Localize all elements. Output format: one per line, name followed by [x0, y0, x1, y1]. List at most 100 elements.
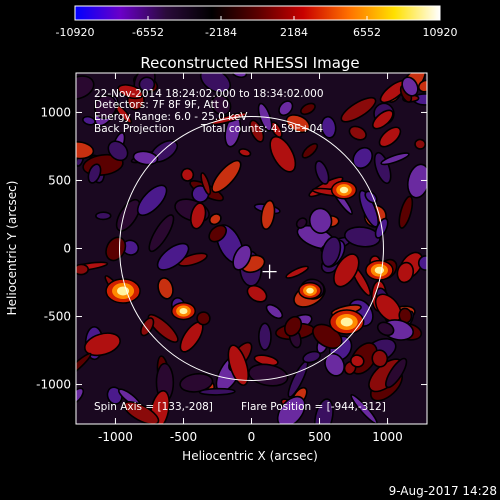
emission-blob: [238, 148, 252, 158]
emission-blob: [76, 75, 95, 100]
emission-blob: [180, 167, 195, 182]
bright-sources: [105, 180, 394, 335]
emission-blob: [308, 207, 333, 234]
emission-blob: [313, 398, 334, 424]
x-tick-label: 500: [308, 430, 331, 444]
emission-blob: [270, 121, 283, 138]
bright-source-core: [179, 307, 188, 315]
y-axis-label: Heliocentric Y (arcsec): [5, 181, 19, 316]
y-axis-ticks: -1000 -500 0 500 1000: [36, 105, 427, 392]
emission-blob: [198, 387, 236, 396]
y-tick-label: 0: [63, 242, 71, 256]
footer-date: 9-Aug-2017 14:28: [389, 484, 497, 498]
emission-blob: [285, 114, 311, 134]
emission-blob: [147, 313, 179, 343]
emission-blob: [348, 125, 367, 141]
image-layer: [76, 73, 427, 424]
y-tick-label: 1000: [40, 105, 71, 119]
bright-source-core: [306, 287, 314, 294]
x-tick-label: 0: [248, 430, 256, 444]
emission-blob: [300, 102, 316, 116]
emission-blob: [258, 322, 272, 351]
emission-blob: [87, 163, 102, 184]
emission-blob: [285, 265, 309, 279]
x-axis-label: Heliocentric X (arcsec): [182, 449, 318, 463]
emission-blob: [76, 263, 90, 276]
emission-blob: [83, 332, 121, 357]
emission-blob: [157, 277, 174, 300]
colorbar-tick-label: 10920: [423, 26, 458, 39]
colorbar-tick-label: 2184: [280, 26, 308, 39]
method-text: Back Projection: [94, 123, 175, 135]
bright-source-core: [374, 266, 385, 274]
emission-blob: [301, 142, 319, 159]
counts-text: Total counts: 4.59E+04: [200, 123, 323, 135]
emission-blob: [200, 172, 212, 196]
emission-blob: [107, 140, 129, 162]
emission-blob: [260, 199, 276, 231]
time-range-text: 22-Nov-2014 18:24:02.000 to 18:34:02.000: [94, 88, 324, 100]
emission-blob: [372, 109, 394, 130]
emission-blob: [136, 184, 168, 217]
emission-blob: [333, 253, 360, 288]
emission-blob: [246, 284, 268, 303]
emission-blob: [278, 100, 294, 117]
annotation-block: 22-Nov-2014 18:24:02.000 to 18:34:02.000…: [94, 88, 386, 413]
emission-blob: [95, 211, 112, 221]
emission-blob: [76, 141, 95, 160]
emission-blob: [190, 202, 207, 230]
emission-blob: [314, 160, 330, 185]
emission-blob: [210, 94, 232, 116]
emission-blob: [352, 146, 373, 170]
emission-blob: [378, 126, 402, 148]
emission-blob: [385, 357, 408, 389]
emission-blob: [343, 226, 381, 248]
emission-blob: [105, 236, 127, 262]
emission-blob: [138, 76, 156, 93]
emission-blob: [376, 321, 395, 337]
colorbar-tick-label: -10920: [56, 26, 95, 39]
emission-blob: [320, 236, 342, 268]
emission-blob: [406, 163, 427, 199]
emission-blob: [227, 344, 250, 386]
emission-blob: [380, 152, 410, 166]
emission-blob: [140, 317, 155, 337]
emission-blob: [132, 150, 159, 166]
x-tick-label: -500: [170, 430, 197, 444]
bright-source-core: [340, 317, 353, 327]
y-tick-label: 500: [48, 173, 71, 187]
flare-position-text: Flare Position = [-944,-312]: [241, 401, 386, 413]
emission-blob: [199, 73, 231, 94]
colorbar: [74, 5, 441, 21]
emission-blob: [211, 159, 242, 194]
x-axis-ticks: -1000 -500 0 500 1000: [98, 73, 403, 444]
emission-blob: [265, 303, 284, 320]
emission-blob: [373, 151, 392, 185]
emission-blob: [276, 395, 306, 424]
emission-blob: [398, 195, 414, 229]
emission-blob: [302, 350, 322, 364]
x-tick-label: 1000: [372, 430, 403, 444]
emission-blob: [148, 214, 175, 253]
emission-blob: [179, 372, 214, 393]
emission-blob: [396, 261, 415, 284]
colorbar-tick-label: -6552: [132, 26, 164, 39]
colorbar-tick-label: 6552: [353, 26, 381, 39]
chart-title: Reconstructed RHESSI Image: [140, 54, 359, 72]
emission-blob: [93, 94, 118, 120]
emission-blob: [76, 352, 92, 380]
emission-blob: [208, 213, 222, 226]
emission-blob: [349, 354, 365, 368]
plus-marker: [262, 264, 277, 279]
emission-blob: [232, 244, 252, 271]
emission-blob: [117, 84, 144, 100]
emission-blob: [269, 135, 297, 173]
emission-blob: [284, 315, 303, 337]
emission-blob: [208, 224, 228, 243]
emission-blob: [156, 242, 190, 271]
y-tick-label: -1000: [36, 378, 71, 392]
colorbar-tick-label: -2184: [205, 26, 237, 39]
emission-blob: [414, 138, 427, 150]
colorbar-ticks: -10920 -6552 -2184 2184 6552 10920: [56, 16, 458, 39]
